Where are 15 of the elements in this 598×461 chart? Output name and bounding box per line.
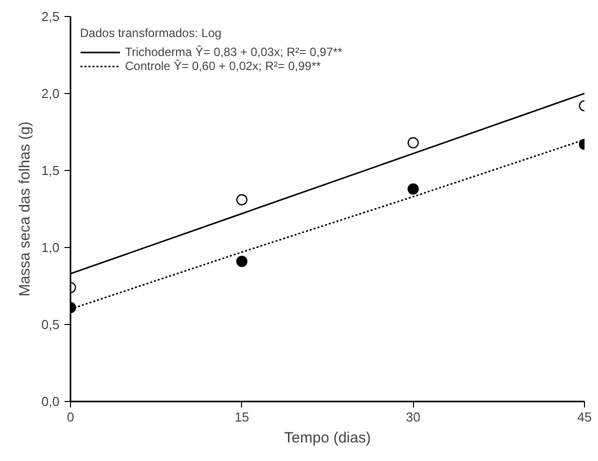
- x-axis-title: Tempo (dias): [284, 430, 371, 446]
- legend-label: Trichoderma Ŷ= 0,83 + 0,03x; R²= 0,97**: [125, 45, 342, 59]
- x-tick-label: 30: [406, 410, 420, 424]
- y-tick-label: 0,0: [41, 394, 60, 409]
- x-tick-label: 45: [577, 410, 592, 424]
- y-tick-label: 1,5: [41, 163, 60, 178]
- x-tick-label: 0: [66, 410, 74, 424]
- legend-label: Controle Ŷ= 0,60 + 0,02x; R²= 0,99**: [125, 59, 321, 73]
- y-tick-label: 2,5: [41, 9, 60, 24]
- legend-title: Dados transformados: Log: [80, 26, 222, 40]
- y-tick-label: 0,5: [41, 317, 60, 332]
- y-tick-label: 2,0: [41, 86, 60, 101]
- x-tick-label: 15: [234, 410, 250, 424]
- y-tick-label: 1,0: [41, 240, 60, 255]
- y-axis-title: Massa seca das folhas (g): [16, 121, 34, 297]
